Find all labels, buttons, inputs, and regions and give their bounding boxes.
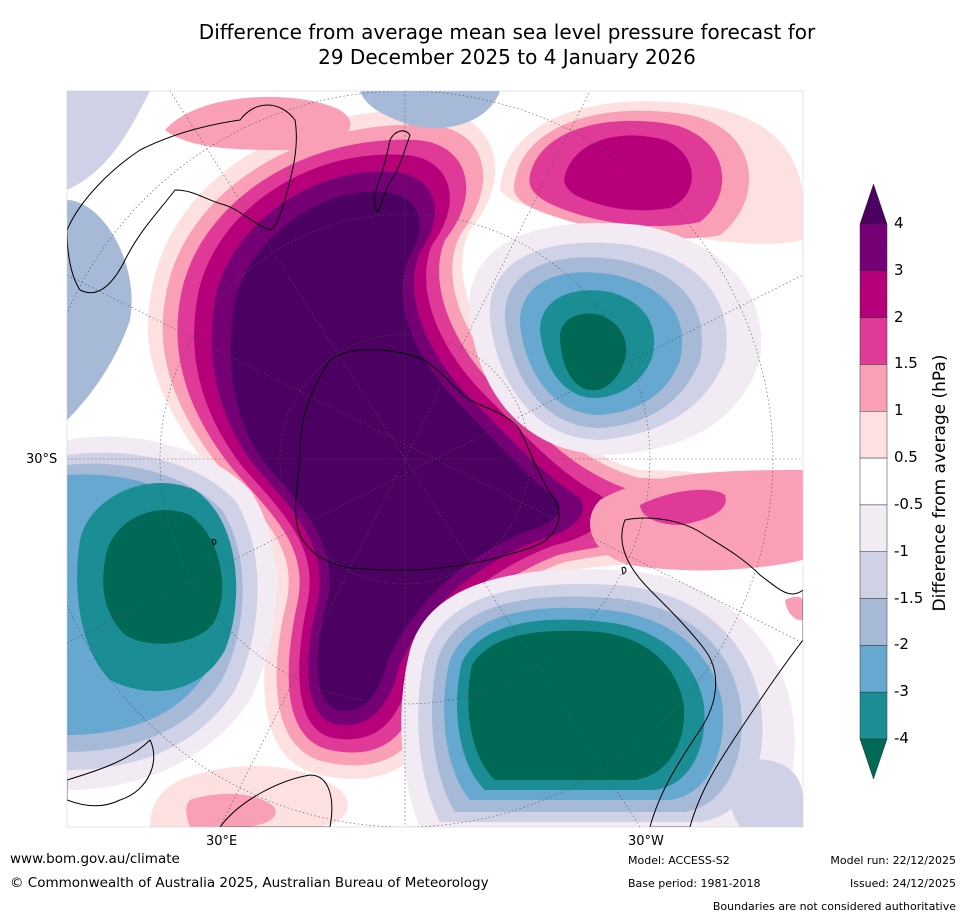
graticule-circle-30s	[67, 91, 774, 827]
graticule-line-30e	[219, 91, 591, 827]
colorbar-tick-label: -4	[894, 729, 909, 747]
colorbar-tick-label: 0.5	[894, 448, 918, 467]
colorbar-tick-label: -2	[894, 635, 909, 654]
anomaly-contour-below-neg4-mr	[560, 313, 627, 391]
anomaly-contour-2-3-ur	[564, 135, 692, 211]
colorbar-swatch	[859, 457, 888, 506]
anomaly-bottom-right-edge	[728, 759, 803, 827]
colorbar-tick-label: 2	[894, 307, 904, 326]
issued-text: Issued: 24/12/2025	[849, 877, 956, 890]
colorbar	[859, 183, 888, 780]
anomaly-left-edge	[67, 200, 132, 420]
lower-left-low-anomaly	[67, 436, 277, 790]
colorbar-tick-label: -1	[894, 541, 909, 560]
colorbar-swatch	[859, 551, 888, 599]
anomaly-contour-above-4	[230, 191, 560, 711]
graticule-line-120	[67, 274, 803, 644]
longitude-label-30w: 30°W	[628, 834, 664, 849]
copyright-text: © Commonwealth of Australia 2025, Austra…	[10, 875, 489, 891]
anomaly-top-left-edge	[67, 91, 150, 190]
colorbar-tick-label: -3	[894, 682, 909, 701]
colorbar-swatch	[859, 223, 888, 272]
africa-coastline-bottom	[219, 774, 333, 827]
colorbar-tick-label: -0.5	[894, 494, 924, 513]
colorbar-swatch	[859, 598, 888, 646]
colorbar-swatch	[859, 691, 888, 740]
island-indian-ocean	[211, 539, 217, 546]
anomaly-upper-centre	[165, 96, 351, 150]
africa-coastline-lower-left	[67, 739, 155, 807]
colorbar-extend-top	[859, 183, 888, 225]
longitude-label-30e: 30°E	[206, 834, 238, 849]
model-run-text: Model run: 22/12/2025	[830, 854, 956, 867]
colorbar-swatch	[859, 364, 888, 412]
graticule-line-30w	[169, 91, 641, 827]
lower-right-low-anomaly	[401, 569, 795, 827]
title-line-1: Difference from average mean sea level p…	[198, 20, 816, 44]
colorbar-tick-label: 1	[894, 401, 904, 420]
coastlines	[67, 104, 803, 827]
australia-coastline	[67, 104, 297, 294]
anomaly-lower-left-positive-core	[186, 793, 276, 827]
model-text: Model: ACCESS-S2	[628, 854, 730, 867]
mid-right-low-anomaly	[469, 222, 762, 455]
anomaly-right-edge-small	[785, 596, 803, 621]
title-line-2: 29 December 2025 to 4 January 2026	[318, 45, 696, 69]
colorbar-swatch	[859, 411, 888, 459]
base-period-text: Base period: 1981-2018	[628, 877, 761, 890]
anomaly-top-centre-edge	[360, 91, 500, 129]
island-south-georgia	[621, 566, 627, 575]
colorbar-title: Difference from average (hPa)	[930, 354, 950, 612]
polar-high-anomaly	[147, 109, 798, 779]
graticule-line-60	[67, 274, 803, 644]
colorbar-tick-label: -1.5	[894, 588, 924, 607]
anomaly-near-south-america-core	[640, 489, 726, 525]
colorbar-tick-label: 3	[894, 260, 904, 279]
map-frame	[66, 90, 804, 828]
south-america-coastline	[621, 517, 803, 827]
upper-right-high-anomaly	[500, 101, 803, 244]
antarctica-coastline	[295, 349, 560, 571]
colorbar-tick-label: 1.5	[894, 354, 918, 373]
new-zealand-coastline	[374, 130, 411, 213]
chart-title: Difference from average mean sea level p…	[0, 20, 965, 70]
anomaly-contour-below-neg4-lr	[468, 630, 685, 780]
colorbar-swatch	[859, 504, 888, 552]
colorbar-swatch	[859, 270, 888, 318]
colorbar-extend-bottom	[859, 738, 888, 780]
colorbar-swatch	[859, 317, 888, 365]
anomaly-contour-below-neg4-ll	[103, 510, 223, 644]
colorbar-tick-label: 4	[894, 214, 904, 232]
map-contents	[67, 91, 803, 827]
disclaimer-text: Boundaries are not considered authoritat…	[712, 900, 956, 913]
graticule	[67, 91, 803, 827]
latitude-label-30s: 30°S	[26, 452, 58, 467]
colorbar-swatch	[859, 645, 888, 693]
website-link[interactable]: www.bom.gov.au/climate	[10, 851, 180, 867]
